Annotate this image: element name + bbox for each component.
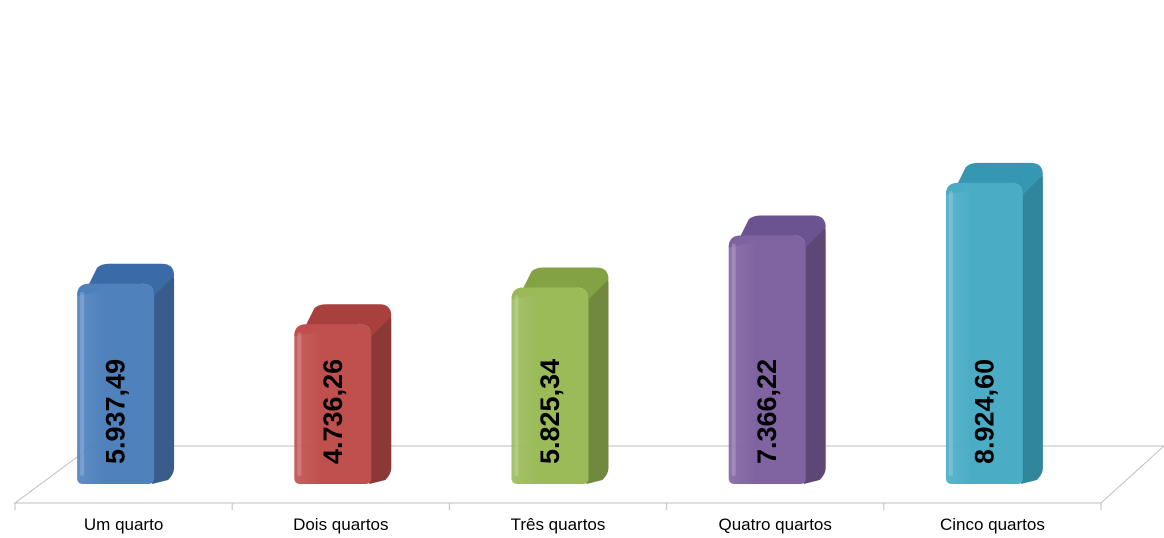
bar <box>945 162 1043 484</box>
x-axis-labels: Um quarto Dois quartos Três quartos Quatro … <box>84 515 1045 534</box>
bar-value-label: 5.825,34 <box>535 359 565 464</box>
bars-group: 5.937,49 4.736,26 5.825,34 7.366,22 8.924,60 <box>77 162 1043 485</box>
x-axis-category-label: Cinco quartos <box>940 515 1045 534</box>
bar-front <box>511 287 589 484</box>
bar-highlight <box>948 190 953 476</box>
bar-value-label: 7.366,22 <box>752 359 782 464</box>
bar <box>511 267 609 484</box>
bar <box>728 215 826 485</box>
bar-value-label: 8.924,60 <box>969 359 999 464</box>
bar-side <box>803 223 826 485</box>
bar-highlight <box>80 291 85 476</box>
bar-value-label: 4.736,26 <box>318 359 348 464</box>
x-axis-category-label: Um quarto <box>84 515 163 534</box>
bar-side <box>1020 170 1043 484</box>
x-axis-ticks <box>14 503 1102 510</box>
bar <box>77 263 175 484</box>
bar-highlight <box>514 295 519 476</box>
bar <box>294 304 392 484</box>
x-axis-category-label: Quatro quartos <box>718 515 831 534</box>
bar-highlight <box>297 332 302 476</box>
x-axis-category-label: Dois quartos <box>293 515 388 534</box>
bar-front <box>77 283 155 484</box>
bar-front <box>728 235 806 484</box>
bar-front <box>294 324 372 484</box>
bar-side <box>369 312 392 484</box>
bar-front <box>945 182 1023 484</box>
x-axis-category-label: Três quartos <box>511 515 606 534</box>
bar-side <box>586 275 609 484</box>
bar-side <box>152 271 175 484</box>
bar-highlight <box>731 243 736 476</box>
bar-value-label: 5.937,49 <box>101 359 131 464</box>
